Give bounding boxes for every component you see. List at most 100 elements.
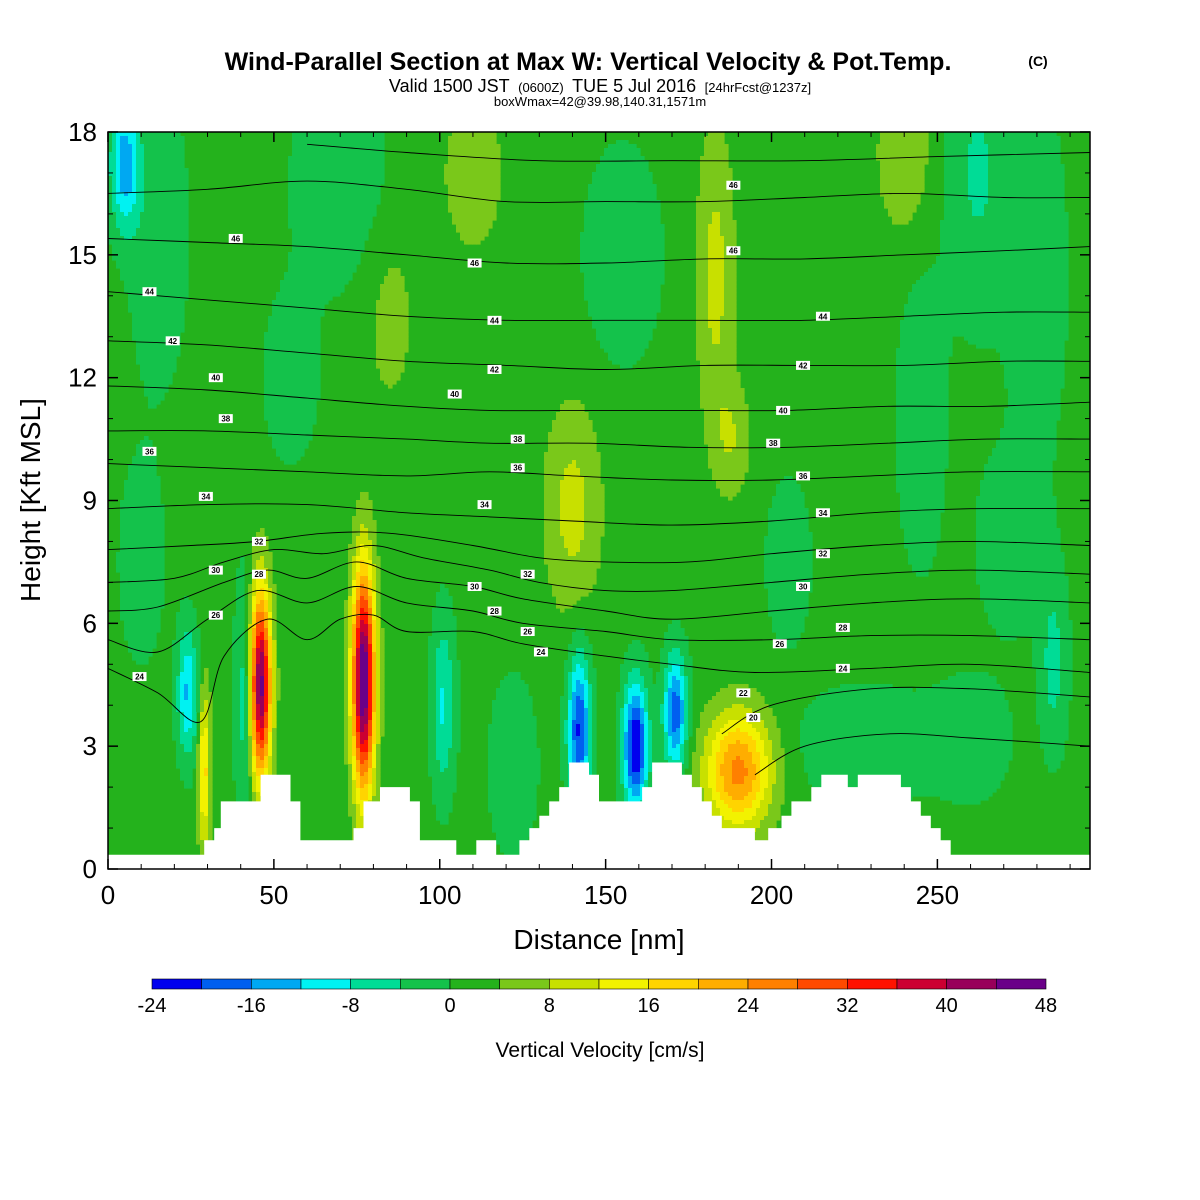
velocity-cell: [652, 280, 657, 285]
velocity-cell: [112, 132, 117, 137]
velocity-cell: [284, 312, 289, 317]
velocity-cell: [304, 300, 309, 305]
velocity-cell: [712, 276, 717, 281]
velocity-cell: [1028, 280, 1033, 285]
velocity-cell: [1064, 264, 1069, 269]
velocity-cell: [636, 232, 641, 237]
velocity-cell: [612, 196, 617, 201]
velocity-cell: [944, 156, 949, 161]
velocity-cell: [160, 220, 165, 225]
velocity-cell: [488, 176, 493, 181]
velocity-cell: [636, 264, 641, 269]
velocity-cell: [632, 172, 637, 177]
velocity-cell: [176, 272, 181, 277]
velocity-cell: [636, 296, 641, 301]
velocity-cell: [584, 232, 589, 237]
velocity-cell: [292, 288, 297, 293]
velocity-cell: [1028, 236, 1033, 241]
velocity-cell: [924, 272, 929, 277]
velocity-cell: [728, 196, 733, 201]
velocity-cell: [628, 172, 633, 177]
velocity-cell: [1032, 284, 1037, 289]
velocity-cell: [696, 276, 701, 281]
velocity-cell: [108, 132, 113, 137]
velocity-cell: [1048, 152, 1053, 157]
velocity-cell: [332, 240, 337, 245]
velocity-cell: [968, 276, 973, 281]
velocity-cell: [948, 308, 953, 313]
velocity-cell: [272, 300, 277, 305]
velocity-cell: [712, 144, 717, 149]
velocity-cell: [952, 232, 957, 237]
velocity-cell: [716, 204, 721, 209]
velocity-cell: [904, 176, 909, 181]
velocity-cell: [1000, 252, 1005, 257]
velocity-cell: [384, 300, 389, 305]
velocity-cell: [644, 276, 649, 281]
velocity-cell: [324, 288, 329, 293]
velocity-cell: [312, 252, 317, 257]
velocity-cell: [368, 168, 373, 173]
velocity-cell: [444, 164, 449, 169]
velocity-cell: [624, 288, 629, 293]
velocity-cell: [140, 232, 145, 237]
velocity-cell: [992, 192, 997, 197]
velocity-cell: [976, 280, 981, 285]
velocity-cell: [636, 304, 641, 309]
velocity-cell: [360, 212, 365, 217]
velocity-cell: [1060, 200, 1065, 205]
velocity-cell: [644, 228, 649, 233]
velocity-cell: [176, 196, 181, 201]
velocity-cell: [616, 164, 621, 169]
velocity-cell: [280, 288, 285, 293]
velocity-cell: [972, 252, 977, 257]
velocity-cell: [1024, 292, 1029, 297]
velocity-cell: [108, 204, 113, 209]
velocity-cell: [976, 244, 981, 249]
velocity-cell: [704, 260, 709, 265]
velocity-cell: [728, 172, 733, 177]
velocity-cell: [152, 256, 157, 261]
velocity-cell: [132, 276, 137, 281]
velocity-cell: [1028, 140, 1033, 145]
velocity-cell: [616, 224, 621, 229]
velocity-cell: [1048, 240, 1053, 245]
velocity-cell: [636, 220, 641, 225]
velocity-cell: [948, 304, 953, 309]
velocity-cell: [700, 252, 705, 257]
velocity-cell: [124, 264, 129, 269]
velocity-cell: [992, 260, 997, 265]
velocity-cell: [984, 136, 989, 141]
velocity-cell: [332, 152, 337, 157]
velocity-cell: [328, 288, 333, 293]
velocity-cell: [976, 292, 981, 297]
velocity-cell: [912, 132, 917, 137]
velocity-cell: [584, 216, 589, 221]
velocity-cell: [724, 240, 729, 245]
velocity-cell: [356, 180, 361, 185]
velocity-cell: [388, 272, 393, 277]
velocity-cell: [1064, 296, 1069, 301]
velocity-cell: [656, 216, 661, 221]
velocity-cell: [332, 276, 337, 281]
velocity-cell: [932, 276, 937, 281]
velocity-cell: [356, 164, 361, 169]
velocity-cell: [324, 136, 329, 141]
velocity-cell: [324, 216, 329, 221]
velocity-cell: [360, 176, 365, 181]
velocity-cell: [308, 216, 313, 221]
velocity-cell: [1056, 220, 1061, 225]
velocity-cell: [632, 280, 637, 285]
velocity-cell: [128, 160, 133, 165]
velocity-cell: [1040, 292, 1045, 297]
velocity-cell: [376, 172, 381, 177]
velocity-cell: [452, 140, 457, 145]
velocity-cell: [980, 276, 985, 281]
velocity-cell: [308, 164, 313, 169]
velocity-cell: [732, 300, 737, 305]
velocity-cell: [996, 256, 1001, 261]
velocity-cell: [892, 196, 897, 201]
velocity-cell: [452, 160, 457, 165]
velocity-cell: [708, 164, 713, 169]
velocity-cell: [136, 268, 141, 273]
